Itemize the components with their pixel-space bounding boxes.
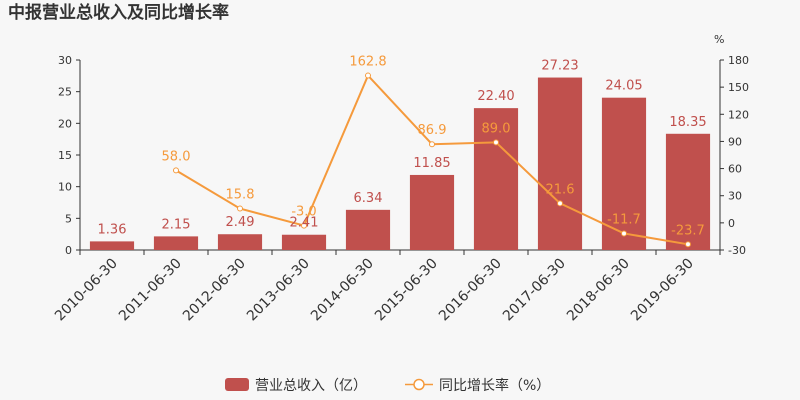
bars (89, 77, 711, 250)
growth-point-label: 15.8 (226, 188, 255, 203)
growth-point[interactable] (493, 139, 499, 146)
left-tick-label: 15 (58, 149, 72, 162)
right-tick-label: 150 (728, 81, 749, 94)
left-tick-label: 10 (58, 181, 72, 194)
left-tick-label: 25 (58, 86, 72, 99)
revenue-bar-label: 11.85 (413, 156, 450, 171)
revenue-bar-label: 18.35 (669, 115, 706, 130)
revenue-bar-label: 6.34 (354, 191, 383, 206)
data-labels: 1.36 2.15 2.49 2.41 6.34 11.85 22.40 27.23 24.05… (98, 55, 707, 239)
growth-point-label: -3.0 (291, 205, 316, 220)
right-tick-label: 30 (728, 190, 742, 203)
left-tick-label: 20 (58, 117, 72, 130)
left-tick-label: 0 (65, 244, 72, 257)
right-axis-unit: % (714, 33, 724, 46)
revenue-bar[interactable] (89, 241, 135, 250)
growth-point-label: 58.0 (162, 149, 191, 164)
x-tick-label: 2011-06-30 (116, 256, 185, 325)
chart-title: 中报营业总收入及同比增长率 (8, 2, 229, 23)
x-tick-label: 2017-06-30 (500, 256, 569, 325)
revenue-bar[interactable] (601, 97, 647, 250)
x-tick-label: 2012-06-30 (180, 256, 249, 325)
revenue-bar-label: 2.41 (290, 216, 319, 231)
revenue-bar-label: 27.23 (541, 59, 578, 74)
growth-point[interactable] (365, 72, 371, 79)
growth-point-label: 21.6 (546, 182, 575, 197)
revenue-bar[interactable] (665, 133, 711, 250)
revenue-bar[interactable] (537, 77, 583, 250)
growth-point-label: 89.0 (482, 121, 511, 136)
revenue-bar-label: 1.36 (98, 222, 127, 237)
legend-bar-swatch[interactable] (225, 378, 249, 391)
right-tick-label: -30 (728, 244, 746, 257)
growth-point-label: 162.8 (349, 55, 386, 70)
revenue-bar-label: 2.15 (162, 217, 191, 232)
revenue-bar-label: 2.49 (226, 215, 255, 230)
right-tick-label: 60 (728, 163, 742, 176)
growth-point[interactable] (237, 205, 243, 212)
revenue-bar[interactable] (345, 209, 391, 250)
growth-point[interactable] (621, 230, 627, 237)
left-tick-label: 5 (65, 212, 72, 225)
right-tick-label: 120 (728, 108, 749, 121)
legend: 营业总收入（亿） 同比增长率（%） (225, 377, 550, 394)
growth-point[interactable] (429, 141, 435, 148)
right-tick-label: 180 (728, 54, 749, 67)
x-tick-label: 2014-06-30 (308, 256, 377, 325)
growth-point[interactable] (301, 222, 307, 229)
x-tick-label: 2010-06-30 (52, 256, 121, 325)
legend-line-marker[interactable] (413, 378, 425, 391)
revenue-bar[interactable] (153, 236, 199, 250)
growth-point[interactable] (685, 241, 691, 248)
x-tick-label: 2019-06-30 (628, 256, 697, 325)
revenue-bar[interactable] (281, 234, 327, 250)
growth-point[interactable] (173, 167, 179, 174)
x-tick-label: 2013-06-30 (244, 256, 313, 325)
x-tick-label: 2015-06-30 (372, 256, 441, 325)
growth-point-label: 86.9 (418, 123, 447, 138)
x-tick-label: 2018-06-30 (564, 256, 633, 325)
growth-point-label: -11.7 (607, 212, 641, 227)
x-tick-label: 2016-06-30 (436, 256, 505, 325)
right-tick-label: 90 (728, 135, 742, 148)
legend-line-label[interactable]: 同比增长率（%） (439, 377, 550, 394)
revenue-bar-label: 24.05 (605, 79, 642, 94)
legend-bar-label[interactable]: 营业总收入（亿） (255, 378, 367, 394)
revenue-bar[interactable] (217, 234, 263, 250)
right-tick-label: 0 (728, 217, 735, 230)
growth-point[interactable] (557, 200, 563, 207)
revenue-bar[interactable] (473, 108, 519, 250)
growth-line (173, 72, 691, 248)
revenue-bar[interactable] (409, 174, 455, 250)
revenue-bar-label: 22.40 (477, 89, 514, 104)
left-tick-label: 30 (58, 54, 72, 67)
growth-point-label: -23.7 (671, 223, 705, 238)
